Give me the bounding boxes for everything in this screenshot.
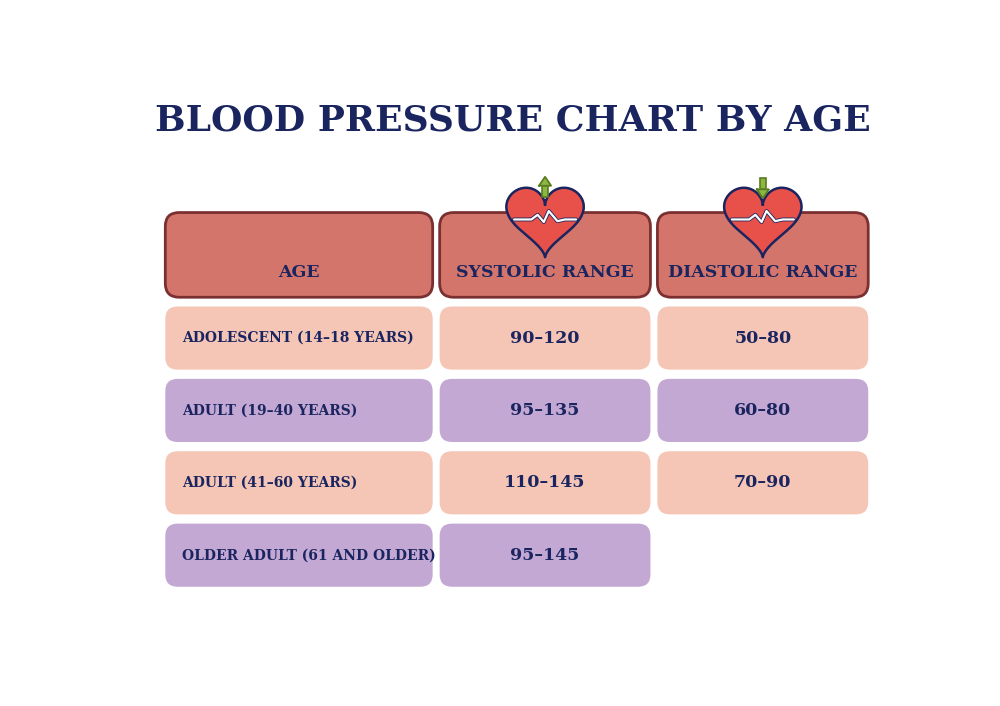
Text: 50–80: 50–80 xyxy=(734,330,791,347)
FancyBboxPatch shape xyxy=(165,213,433,297)
Text: OLDER ADULT (61 AND OLDER): OLDER ADULT (61 AND OLDER) xyxy=(182,548,436,562)
FancyBboxPatch shape xyxy=(440,524,650,587)
FancyBboxPatch shape xyxy=(657,306,868,370)
Text: ADULT (41–60 YEARS): ADULT (41–60 YEARS) xyxy=(182,476,358,490)
Polygon shape xyxy=(724,188,802,257)
FancyBboxPatch shape xyxy=(165,451,433,515)
FancyBboxPatch shape xyxy=(657,379,868,442)
Text: DIASTOLIC RANGE: DIASTOLIC RANGE xyxy=(668,264,858,281)
FancyBboxPatch shape xyxy=(440,379,650,442)
Polygon shape xyxy=(539,176,551,186)
Polygon shape xyxy=(506,188,584,257)
Text: BLOOD PRESSURE CHART BY AGE: BLOOD PRESSURE CHART BY AGE xyxy=(155,103,870,137)
Polygon shape xyxy=(757,189,769,198)
FancyBboxPatch shape xyxy=(440,451,650,515)
Text: 60–80: 60–80 xyxy=(734,402,791,419)
FancyBboxPatch shape xyxy=(165,524,433,587)
Text: AGE: AGE xyxy=(278,264,320,281)
FancyBboxPatch shape xyxy=(542,186,548,197)
FancyBboxPatch shape xyxy=(440,306,650,370)
FancyBboxPatch shape xyxy=(165,306,433,370)
Text: 110–145: 110–145 xyxy=(504,474,586,491)
FancyBboxPatch shape xyxy=(165,379,433,442)
Text: ADOLESCENT (14–18 YEARS): ADOLESCENT (14–18 YEARS) xyxy=(182,331,414,345)
Text: 95–145: 95–145 xyxy=(510,546,580,563)
Text: 90–120: 90–120 xyxy=(510,330,580,347)
FancyBboxPatch shape xyxy=(657,213,868,297)
Text: 95–135: 95–135 xyxy=(510,402,580,419)
Text: 70–90: 70–90 xyxy=(734,474,792,491)
FancyBboxPatch shape xyxy=(657,451,868,515)
Text: ADULT (19–40 YEARS): ADULT (19–40 YEARS) xyxy=(182,403,358,417)
FancyBboxPatch shape xyxy=(440,213,650,297)
Text: SYSTOLIC RANGE: SYSTOLIC RANGE xyxy=(456,264,634,281)
FancyBboxPatch shape xyxy=(760,178,766,189)
